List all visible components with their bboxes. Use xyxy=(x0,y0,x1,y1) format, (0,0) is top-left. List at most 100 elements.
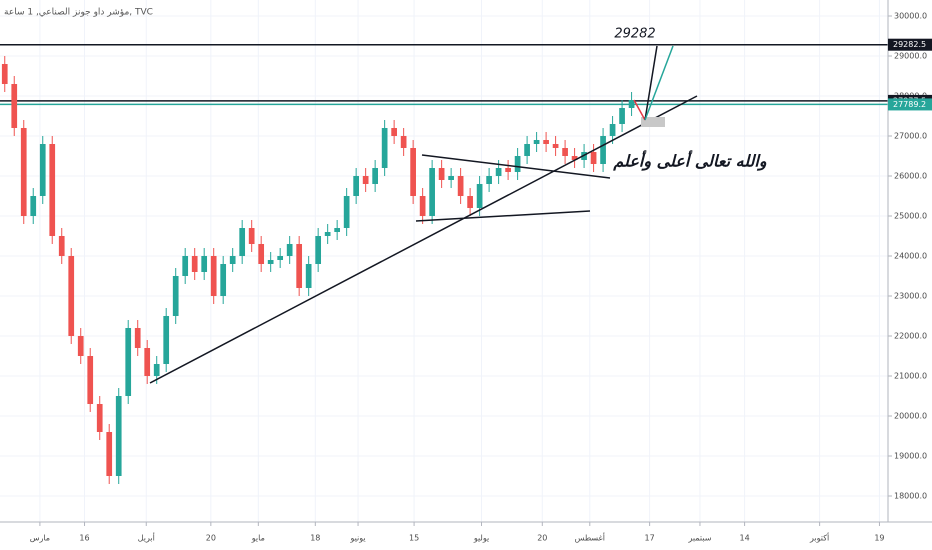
candle-body xyxy=(258,244,265,264)
candle-body xyxy=(305,264,312,288)
x-tick-label: أبريل xyxy=(138,533,155,543)
x-tick-label: أغسطس xyxy=(575,533,605,543)
y-tick-label: 26000.0 xyxy=(894,172,927,181)
y-tick-label: 30000.0 xyxy=(894,12,927,21)
candle-body xyxy=(391,128,397,136)
candle-body xyxy=(144,348,151,376)
candle-body xyxy=(134,328,141,348)
candle-body xyxy=(39,144,46,196)
candle-body xyxy=(58,236,65,256)
annotation: 29282 xyxy=(614,27,655,42)
candle-body xyxy=(543,140,549,144)
price-axis xyxy=(888,0,932,550)
candle-body xyxy=(1,64,8,84)
projection-line xyxy=(644,45,658,121)
candle-body xyxy=(49,144,56,236)
candle-body xyxy=(77,336,84,356)
chart-title: مؤشر داو جونز الصناعي, 1 ساعة, TVC xyxy=(4,8,153,18)
candle-body xyxy=(125,328,132,396)
candle-body xyxy=(524,144,530,156)
y-tick-label: 23000.0 xyxy=(894,292,927,301)
price-label-bg xyxy=(888,98,932,111)
candle-body xyxy=(248,228,255,244)
candle-body xyxy=(562,148,568,156)
y-tick-label: 24000.0 xyxy=(894,252,927,261)
grid xyxy=(0,0,888,522)
candle-body xyxy=(229,256,236,264)
candle-body xyxy=(343,196,350,228)
target-box xyxy=(641,117,665,127)
candle-body xyxy=(191,256,198,272)
trend-line xyxy=(149,95,698,384)
candle-body xyxy=(153,364,160,376)
price-label-bg xyxy=(888,38,932,51)
trend-line xyxy=(421,154,611,179)
candle-body xyxy=(11,84,18,128)
x-tick-label: يونيو xyxy=(349,534,365,543)
candle-body xyxy=(96,404,103,432)
candle-body xyxy=(467,196,473,208)
candle-body xyxy=(353,176,359,196)
x-tick-label: مارس xyxy=(30,534,50,543)
candle-body xyxy=(182,256,189,276)
x-tick-label: 19 xyxy=(874,534,884,543)
candle-body xyxy=(400,136,407,148)
x-tick-label: مايو xyxy=(251,534,265,543)
candle-body xyxy=(106,432,113,476)
candle-body xyxy=(628,100,635,108)
candle-body xyxy=(315,236,322,264)
drawings xyxy=(149,45,698,384)
candle-body xyxy=(68,256,75,336)
candle-body xyxy=(362,176,369,184)
candle-body xyxy=(505,168,511,172)
annotation: والله تعالى أعلى وأعلم xyxy=(612,150,766,172)
candle-body xyxy=(210,256,217,296)
candle-body xyxy=(87,356,94,404)
x-tick-label: 16 xyxy=(79,534,89,543)
candle-body xyxy=(277,256,284,260)
candle-body xyxy=(438,168,445,180)
candle-body xyxy=(600,136,606,164)
candle-body xyxy=(115,396,122,476)
x-tick-label: أكتوبر xyxy=(809,533,829,543)
price-label: 27789.2 xyxy=(893,100,926,109)
x-tick-label: 20 xyxy=(537,534,547,543)
y-tick-label: 20000.0 xyxy=(894,412,927,421)
y-tick-label: 25000.0 xyxy=(894,212,927,221)
x-tick-label: سبتمبر xyxy=(687,534,711,543)
candle-body xyxy=(457,176,464,196)
x-tick-label: 18 xyxy=(310,534,320,543)
candle-body xyxy=(514,156,521,172)
candle-body xyxy=(30,196,37,216)
y-tick-label: 21000.0 xyxy=(894,372,927,381)
y-tick-label: 29000.0 xyxy=(894,52,927,61)
x-tick-label: 20 xyxy=(206,534,216,543)
candle-body xyxy=(324,232,331,236)
candle-body xyxy=(590,152,597,164)
candle-body xyxy=(486,176,492,184)
candle-body xyxy=(571,156,578,160)
candle-body xyxy=(552,144,559,148)
projection-line xyxy=(644,45,674,121)
candle-body xyxy=(381,128,388,168)
candle-body xyxy=(372,168,378,184)
candle-body xyxy=(296,244,303,288)
candle-body xyxy=(495,168,502,176)
candles xyxy=(1,56,635,484)
candle-body xyxy=(286,244,293,256)
y-tick-label: 18000.0 xyxy=(894,492,927,501)
candle-body xyxy=(619,108,625,124)
candle-body xyxy=(448,176,454,180)
candle-body xyxy=(429,168,435,216)
candle-body xyxy=(163,316,170,364)
trend-line xyxy=(415,210,591,222)
x-tick-label: يوليو xyxy=(473,534,489,543)
candle-body xyxy=(267,260,274,264)
candle-body xyxy=(609,124,616,136)
time-axis xyxy=(0,522,888,550)
axes: 18000.0 19000.0 20000.0 21000.0 22000.0 23000… xyxy=(30,12,932,543)
price-label: 29282.5 xyxy=(893,40,926,49)
y-tick-label: 22000.0 xyxy=(894,332,927,341)
